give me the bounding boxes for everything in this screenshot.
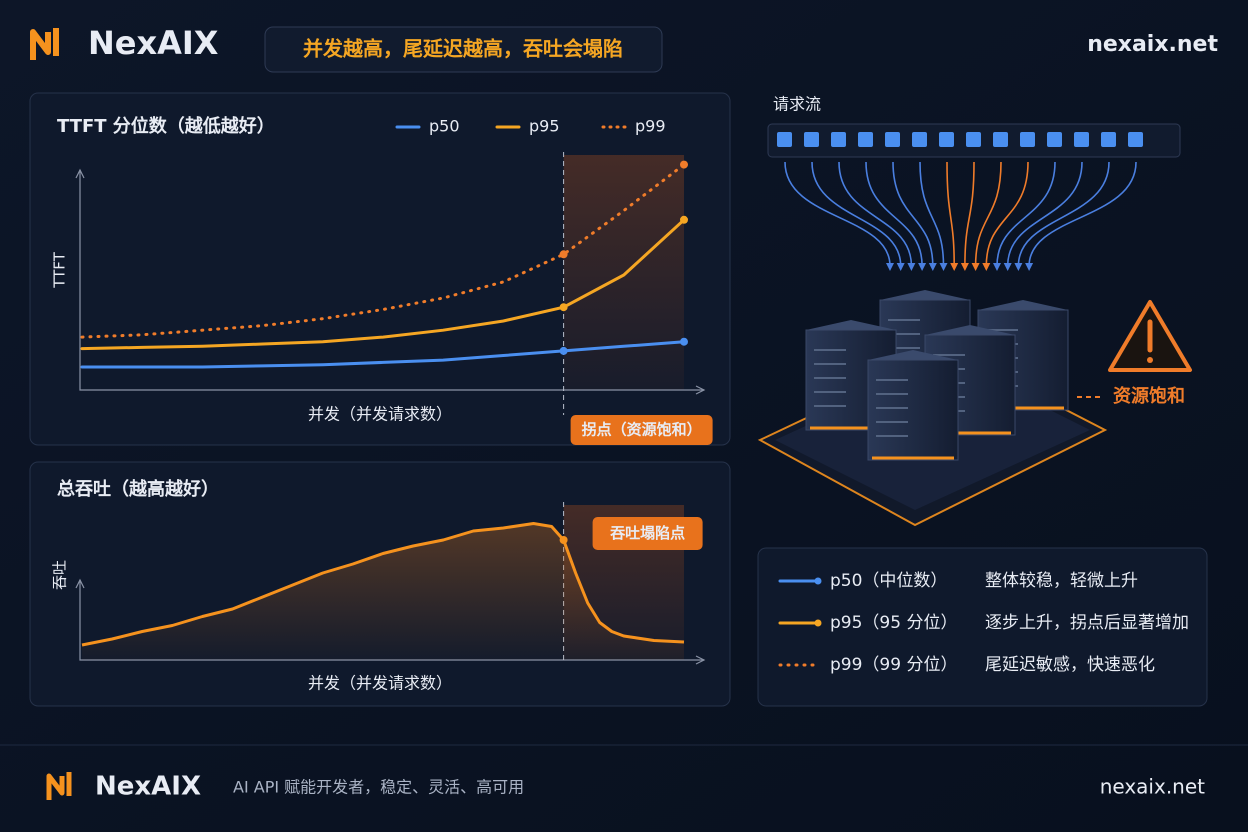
queue-item (777, 132, 792, 147)
tagline: AI API 赋能开发者，稳定、灵活、高可用 (233, 778, 524, 797)
request-arrow (919, 161, 945, 267)
point (680, 337, 688, 346)
legend-dot (814, 577, 822, 585)
queue-item (993, 132, 1008, 147)
saturation-zone (563, 155, 684, 390)
area (82, 523, 684, 660)
legend-panel: p50（中位数） 整体较稳，轻微上升 p95（95 分位） 逐步上升，拐点后显著增加 p… (778, 571, 1189, 675)
legend-name: p95（95 分位） (830, 613, 957, 633)
arrow-head (971, 263, 980, 271)
annotation-box (592, 517, 703, 550)
server-cluster (757, 290, 1108, 527)
arrow-head (1014, 263, 1023, 271)
footer-brand: NexAIX (95, 772, 201, 802)
queue-item (1101, 132, 1116, 147)
queue-item (831, 132, 846, 147)
queue-item (1074, 132, 1089, 147)
request-arrow (996, 161, 1056, 267)
axis-arrow (75, 578, 706, 665)
request-arrow (946, 161, 955, 267)
point (559, 250, 568, 259)
arrow-head (918, 263, 927, 271)
point (559, 303, 568, 312)
legend-desc: 逐步上升，拐点后显著增加 (985, 613, 1189, 633)
footer-logo (46, 772, 72, 800)
arrow-head (886, 263, 894, 271)
annotation-box (570, 415, 713, 445)
annotation: 拐点（资源饱和） (582, 421, 702, 439)
axes (79, 170, 704, 391)
queue-item (966, 132, 981, 147)
arrow-head (939, 263, 948, 271)
queue-item (858, 132, 873, 147)
chart-title: TTFT 分位数（越低越好） (57, 115, 275, 137)
queue-item (1128, 132, 1143, 147)
x-axis-label: 并发（并发请求数） (308, 674, 452, 693)
headline-box (264, 26, 663, 73)
legend-name: p99（99 分位） (830, 655, 957, 675)
logo (30, 28, 59, 60)
server-body (867, 359, 959, 461)
legend-label: p95 (529, 117, 560, 136)
request-arrow (892, 161, 934, 267)
footer-site: nexaix.net (1100, 775, 1205, 799)
arrow-head (896, 263, 905, 271)
request-arrow (811, 161, 902, 267)
request-arrow (1017, 161, 1110, 267)
request-arrows (784, 161, 1137, 271)
site: nexaix.net (1087, 32, 1218, 57)
x-axis-label: 并发（并发请求数） (308, 405, 452, 424)
y-axis-label: 吞吐 (51, 560, 69, 590)
arrow-head (1025, 263, 1034, 271)
arrow-head (1003, 263, 1012, 271)
arrow-head (960, 263, 969, 271)
brand: NexAIX (88, 24, 219, 62)
annotation: 吞吐塌陷点 (609, 524, 685, 542)
request-arrow (974, 161, 1002, 267)
request-arrow (985, 161, 1029, 267)
queue-item (804, 132, 819, 147)
legend-desc: 尾延迟敏感，快速恶化 (985, 655, 1155, 675)
series-line (80, 340, 686, 369)
point (680, 160, 688, 169)
warning-label: 资源饱和 (1113, 385, 1185, 407)
chart-title: 总吞吐（越高越好） (57, 478, 219, 500)
point (559, 536, 568, 544)
warning-icon (1108, 300, 1192, 372)
request-arrow (964, 161, 975, 267)
request-arrow (838, 161, 913, 267)
series-line (81, 522, 685, 647)
point (559, 346, 568, 355)
series-line (80, 218, 686, 351)
request-arrow (784, 161, 891, 267)
arrow-head (950, 263, 959, 271)
queue-item (885, 132, 900, 147)
headline: 并发越高，尾延迟越高，吞吐会塌陷 (303, 37, 623, 61)
legend-desc: 整体较稳，轻微上升 (985, 571, 1138, 591)
request-arrow (865, 161, 923, 267)
legend-label: p99 (635, 117, 666, 136)
panel (29, 92, 731, 446)
request-arrow (1028, 161, 1137, 267)
point (680, 215, 688, 224)
arrow-head (907, 263, 916, 271)
legend-label: p50 (429, 117, 460, 136)
queue-item (912, 132, 927, 147)
axis-arrow (75, 168, 706, 395)
legend-dot (814, 619, 822, 627)
stream-label: 请求流 (773, 95, 821, 114)
legend-name: p50（中位数） (830, 571, 947, 591)
arrow-head (928, 263, 937, 271)
queue-item (1020, 132, 1035, 147)
queue-item (1047, 132, 1062, 147)
arrow-head (993, 263, 1001, 271)
panel (757, 547, 1208, 707)
y-axis-label: TTFT (51, 251, 69, 288)
arrow-head (982, 263, 991, 271)
queue-item (939, 132, 954, 147)
request-arrow (1006, 161, 1083, 267)
